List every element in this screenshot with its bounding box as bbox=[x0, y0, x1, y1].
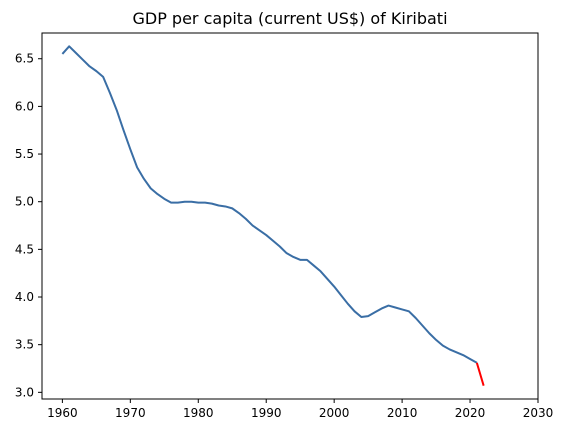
y-tick-label: 6.0 bbox=[15, 99, 34, 113]
plot-frame bbox=[41, 32, 539, 400]
y-tick-label: 4.0 bbox=[15, 290, 34, 304]
y-tick-label: 3.5 bbox=[15, 338, 34, 352]
x-tick-label: 2030 bbox=[523, 406, 554, 420]
series-line-0 bbox=[61, 45, 478, 364]
y-tick-label: 5.0 bbox=[15, 195, 34, 209]
x-tick-label: 2000 bbox=[319, 406, 350, 420]
y-axis: 3.0 3.5 4.0 4.5 5.0 5.5 6.0 6.5 bbox=[15, 52, 42, 399]
series-line-1 bbox=[475, 362, 485, 386]
x-tick-label: 2020 bbox=[455, 406, 486, 420]
y-tick-label: 6.5 bbox=[15, 52, 34, 66]
x-tick-label: 1980 bbox=[183, 406, 214, 420]
x-tick-label: 1970 bbox=[115, 406, 146, 420]
y-tick-label: 3.0 bbox=[15, 385, 34, 399]
y-tick-label: 4.5 bbox=[15, 242, 34, 256]
series-layer bbox=[61, 45, 485, 386]
y-tick-label: 5.5 bbox=[15, 147, 34, 161]
x-tick-label: 1990 bbox=[251, 406, 282, 420]
x-tick-label: 1960 bbox=[47, 406, 78, 420]
x-tick-label: 2010 bbox=[387, 406, 418, 420]
chart-title: GDP per capita (current US$) of Kiribati bbox=[132, 9, 447, 28]
x-axis: 1960 1970 1980 1990 2000 2010 2020 2030 bbox=[47, 399, 553, 420]
